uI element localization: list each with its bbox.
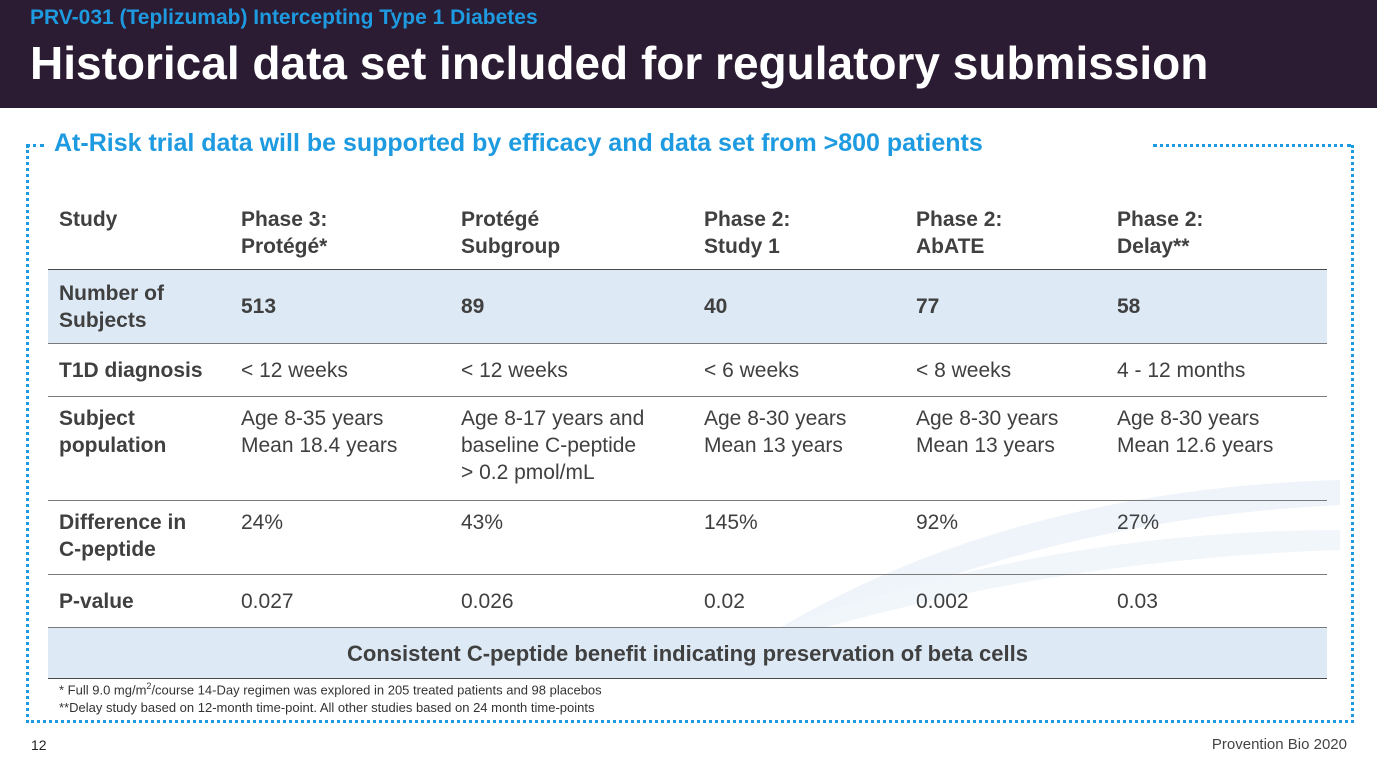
table-row-subjects: Number of Subjects 513 89 40 77 58 <box>48 269 1327 344</box>
table-cell: Age 8-35 years Mean 18.4 years <box>230 396 450 501</box>
table-cell: 92% <box>905 500 1106 575</box>
table-cell: 40 <box>693 269 905 344</box>
table-header-row: Study Phase 3: Protégé* Protégé Subgroup P… <box>48 206 1327 270</box>
table-cell: 513 <box>230 269 450 344</box>
header-banner: PRV-031 (Teplizumab) Intercepting Type 1… <box>0 0 1377 108</box>
dotted-frame <box>26 145 1354 723</box>
table-cell: 77 <box>905 269 1106 344</box>
table-cell: 43% <box>450 500 693 575</box>
row-label: P-value <box>48 574 230 628</box>
table-cell: 89 <box>450 269 693 344</box>
column-header: Study <box>48 206 230 270</box>
table-row-difference: Difference in C-peptide 24% 43% 145% 92% … <box>48 500 1327 575</box>
table-cell: Age 8-30 years Mean 13 years <box>693 396 905 501</box>
table-cell: 58 <box>1106 269 1327 344</box>
table-cell: 4 - 12 months <box>1106 343 1327 397</box>
table-row-diagnosis: T1D diagnosis < 12 weeks < 12 weeks < 6 … <box>48 343 1327 397</box>
table-cell: < 8 weeks <box>905 343 1106 397</box>
column-header: Protégé Subgroup <box>450 206 693 270</box>
table-cell: < 12 weeks <box>450 343 693 397</box>
slide-title: Historical data set included for regulat… <box>30 37 1209 89</box>
table-cell: 0.02 <box>693 574 905 628</box>
column-header: Phase 3: Protégé* <box>230 206 450 270</box>
table-cell: 0.026 <box>450 574 693 628</box>
table-row-pvalue: P-value 0.027 0.026 0.02 0.002 0.03 <box>48 574 1327 628</box>
table-cell: 145% <box>693 500 905 575</box>
table-row-population: Subject population Age 8-35 years Mean 18.… <box>48 396 1327 501</box>
program-subtitle: PRV-031 (Teplizumab) Intercepting Type 1… <box>30 6 538 29</box>
studies-table: Study Phase 3: Protégé* Protégé Subgroup P… <box>48 206 1327 679</box>
row-label: Number of Subjects <box>48 269 230 344</box>
footnotes: * Full 9.0 mg/m2/course 14-Day regimen w… <box>59 677 602 717</box>
column-header: Phase 2: Delay** <box>1106 206 1327 270</box>
table-cell: < 12 weeks <box>230 343 450 397</box>
footnote-1: * Full 9.0 mg/m2/course 14-Day regimen w… <box>59 681 602 698</box>
table-cell: < 6 weeks <box>693 343 905 397</box>
row-label: Subject population <box>48 396 230 501</box>
footnote-2: **Delay study based on 12-month time-poi… <box>59 700 595 716</box>
table-cell: 27% <box>1106 500 1327 575</box>
column-header: Phase 2: Study 1 <box>693 206 905 270</box>
table-cell: 0.027 <box>230 574 450 628</box>
conclusion-text: Consistent C-peptide benefit indicating … <box>48 627 1327 679</box>
table-cell: Age 8-30 years Mean 13 years <box>905 396 1106 501</box>
table-row-conclusion: Consistent C-peptide benefit indicating … <box>48 627 1327 679</box>
table-cell: Age 8-30 years Mean 12.6 years <box>1106 396 1327 501</box>
table-cell: 0.002 <box>905 574 1106 628</box>
table-cell: 24% <box>230 500 450 575</box>
table-cell: Age 8-17 years and baseline C-peptide > 0.… <box>450 396 693 501</box>
page-number: 12 <box>31 737 47 753</box>
dotted-frame-top-right <box>1153 144 1351 147</box>
table-cell: 0.03 <box>1106 574 1327 628</box>
column-header: Phase 2: AbATE <box>905 206 1106 270</box>
company-footer: Provention Bio 2020 <box>1211 736 1347 753</box>
row-label: Difference in C-peptide <box>48 500 230 575</box>
dotted-frame-top-left <box>26 144 44 147</box>
box-heading: At-Risk trial data will be supported by … <box>54 129 983 157</box>
row-label: T1D diagnosis <box>48 343 230 397</box>
